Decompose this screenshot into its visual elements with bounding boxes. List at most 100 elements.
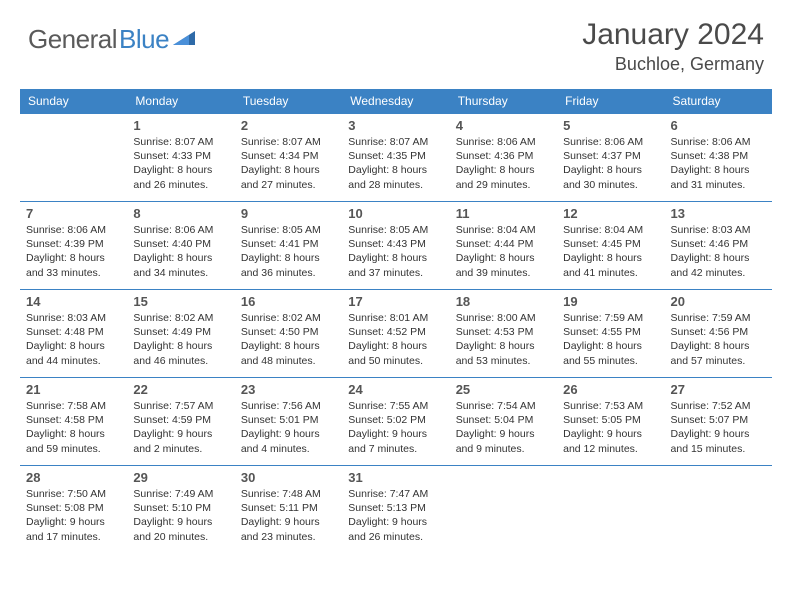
logo-text-blue: Blue [119,24,169,55]
sunset-text: Sunset: 4:40 PM [133,237,228,251]
day-number: 20 [671,294,766,309]
day-cell: 9Sunrise: 8:05 AMSunset: 4:41 PMDaylight… [235,202,342,290]
sunset-text: Sunset: 4:38 PM [671,149,766,163]
day-number: 26 [563,382,658,397]
day-info: Sunrise: 8:06 AMSunset: 4:36 PMDaylight:… [456,135,551,192]
sunrise-text: Sunrise: 8:06 AM [563,135,658,149]
sunset-text: Sunset: 4:46 PM [671,237,766,251]
day-info: Sunrise: 8:03 AMSunset: 4:46 PMDaylight:… [671,223,766,280]
day-cell: 3 Sunrise: 8:07 AMSunset: 4:35 PMDaylight… [342,114,449,202]
daylight-text: Daylight: 9 hours and 12 minutes. [563,427,658,455]
sunset-text: Sunset: 4:49 PM [133,325,228,339]
day-number: 11 [456,206,551,221]
daylight-text: Daylight: 9 hours and 26 minutes. [348,515,443,543]
day-info: Sunrise: 8:03 AMSunset: 4:48 PMDaylight:… [26,311,121,368]
sunrise-text: Sunrise: 7:49 AM [133,487,228,501]
sunset-text: Sunset: 4:37 PM [563,149,658,163]
day-header-monday: Monday [127,89,234,114]
day-cell: 22Sunrise: 7:57 AMSunset: 4:59 PMDayligh… [127,378,234,466]
day-cell: 21Sunrise: 7:58 AMSunset: 4:58 PMDayligh… [20,378,127,466]
daylight-text: Daylight: 9 hours and 15 minutes. [671,427,766,455]
day-cell: 13 Sunrise: 8:03 AMSunset: 4:46 PMDayligh… [665,202,772,290]
sunset-text: Sunset: 4:56 PM [671,325,766,339]
day-cell: 29 Sunrise: 7:49 AMSunset: 5:10 PMDayligh… [127,466,234,554]
day-number: 24 [348,382,443,397]
day-number: 21 [26,382,121,397]
sunrise-text: Sunrise: 8:01 AM [348,311,443,325]
week-row: 7 Sunrise: 8:06 AMSunset: 4:39 PMDaylight… [20,202,772,290]
sunset-text: Sunset: 4:48 PM [26,325,121,339]
day-cell: 6Sunrise: 8:06 AMSunset: 4:38 PMDaylight… [665,114,772,202]
daylight-text: Daylight: 8 hours and 26 minutes. [133,163,228,191]
daylight-text: Daylight: 8 hours and 27 minutes. [241,163,336,191]
sunrise-text: Sunrise: 8:04 AM [563,223,658,237]
day-info: Sunrise: 8:02 AMSunset: 4:49 PMDaylight:… [133,311,228,368]
day-number: 4 [456,118,551,133]
day-info: Sunrise: 8:01 AMSunset: 4:52 PMDaylight:… [348,311,443,368]
empty-cell [557,466,664,554]
daylight-text: Daylight: 8 hours and 59 minutes. [26,427,121,455]
daylight-text: Daylight: 8 hours and 46 minutes. [133,339,228,367]
sunrise-text: Sunrise: 7:54 AM [456,399,551,413]
sunset-text: Sunset: 5:10 PM [133,501,228,515]
day-number: 7 [26,206,121,221]
day-cell: 11 Sunrise: 8:04 AMSunset: 4:44 PMDayligh… [450,202,557,290]
sunset-text: Sunset: 5:13 PM [348,501,443,515]
day-cell: 8Sunrise: 8:06 AMSunset: 4:40 PMDaylight… [127,202,234,290]
empty-cell [20,114,127,202]
day-header-thursday: Thursday [450,89,557,114]
day-number: 3 [348,118,443,133]
sunset-text: Sunset: 4:58 PM [26,413,121,427]
day-cell: 23Sunrise: 7:56 AMSunset: 5:01 PMDayligh… [235,378,342,466]
daylight-text: Daylight: 9 hours and 2 minutes. [133,427,228,455]
week-row: 28Sunrise: 7:50 AMSunset: 5:08 PMDayligh… [20,466,772,554]
day-cell: 1Sunrise: 8:07 AMSunset: 4:33 PMDaylight… [127,114,234,202]
sunset-text: Sunset: 4:52 PM [348,325,443,339]
day-number: 28 [26,470,121,485]
title-block: January 2024 Buchloe, Germany [582,18,764,75]
day-cell: 14 Sunrise: 8:03 AMSunset: 4:48 PMDayligh… [20,290,127,378]
day-cell: 28Sunrise: 7:50 AMSunset: 5:08 PMDayligh… [20,466,127,554]
day-info: Sunrise: 8:07 AMSunset: 4:35 PMDaylight:… [348,135,443,192]
month-title: January 2024 [582,18,764,52]
daylight-text: Daylight: 9 hours and 7 minutes. [348,427,443,455]
sunset-text: Sunset: 5:05 PM [563,413,658,427]
sunrise-text: Sunrise: 7:53 AM [563,399,658,413]
logo-text-general: General [28,24,117,55]
day-number: 9 [241,206,336,221]
sunrise-text: Sunrise: 8:07 AM [133,135,228,149]
sunset-text: Sunset: 4:44 PM [456,237,551,251]
day-number: 29 [133,470,228,485]
daylight-text: Daylight: 8 hours and 34 minutes. [133,251,228,279]
day-info: Sunrise: 8:06 AMSunset: 4:39 PMDaylight:… [26,223,121,280]
sunrise-text: Sunrise: 8:05 AM [241,223,336,237]
daylight-text: Daylight: 9 hours and 4 minutes. [241,427,336,455]
sunrise-text: Sunrise: 7:52 AM [671,399,766,413]
day-info: Sunrise: 8:05 AMSunset: 4:43 PMDaylight:… [348,223,443,280]
calendar-body: 1Sunrise: 8:07 AMSunset: 4:33 PMDaylight… [20,114,772,554]
daylight-text: Daylight: 8 hours and 30 minutes. [563,163,658,191]
day-number: 15 [133,294,228,309]
daylight-text: Daylight: 8 hours and 33 minutes. [26,251,121,279]
day-number: 2 [241,118,336,133]
sunrise-text: Sunrise: 8:03 AM [26,311,121,325]
day-info: Sunrise: 8:04 AMSunset: 4:44 PMDaylight:… [456,223,551,280]
day-number: 30 [241,470,336,485]
sunrise-text: Sunrise: 8:06 AM [26,223,121,237]
day-number: 6 [671,118,766,133]
sunrise-text: Sunrise: 8:06 AM [456,135,551,149]
day-info: Sunrise: 8:06 AMSunset: 4:40 PMDaylight:… [133,223,228,280]
day-number: 13 [671,206,766,221]
sunset-text: Sunset: 4:33 PM [133,149,228,163]
week-row: 21Sunrise: 7:58 AMSunset: 4:58 PMDayligh… [20,378,772,466]
day-info: Sunrise: 8:07 AMSunset: 4:33 PMDaylight:… [133,135,228,192]
daylight-text: Daylight: 8 hours and 57 minutes. [671,339,766,367]
day-info: Sunrise: 7:57 AMSunset: 4:59 PMDaylight:… [133,399,228,456]
daylight-text: Daylight: 8 hours and 53 minutes. [456,339,551,367]
day-number: 19 [563,294,658,309]
sunset-text: Sunset: 4:59 PM [133,413,228,427]
day-number: 23 [241,382,336,397]
day-header-sunday: Sunday [20,89,127,114]
daylight-text: Daylight: 9 hours and 20 minutes. [133,515,228,543]
day-number: 14 [26,294,121,309]
